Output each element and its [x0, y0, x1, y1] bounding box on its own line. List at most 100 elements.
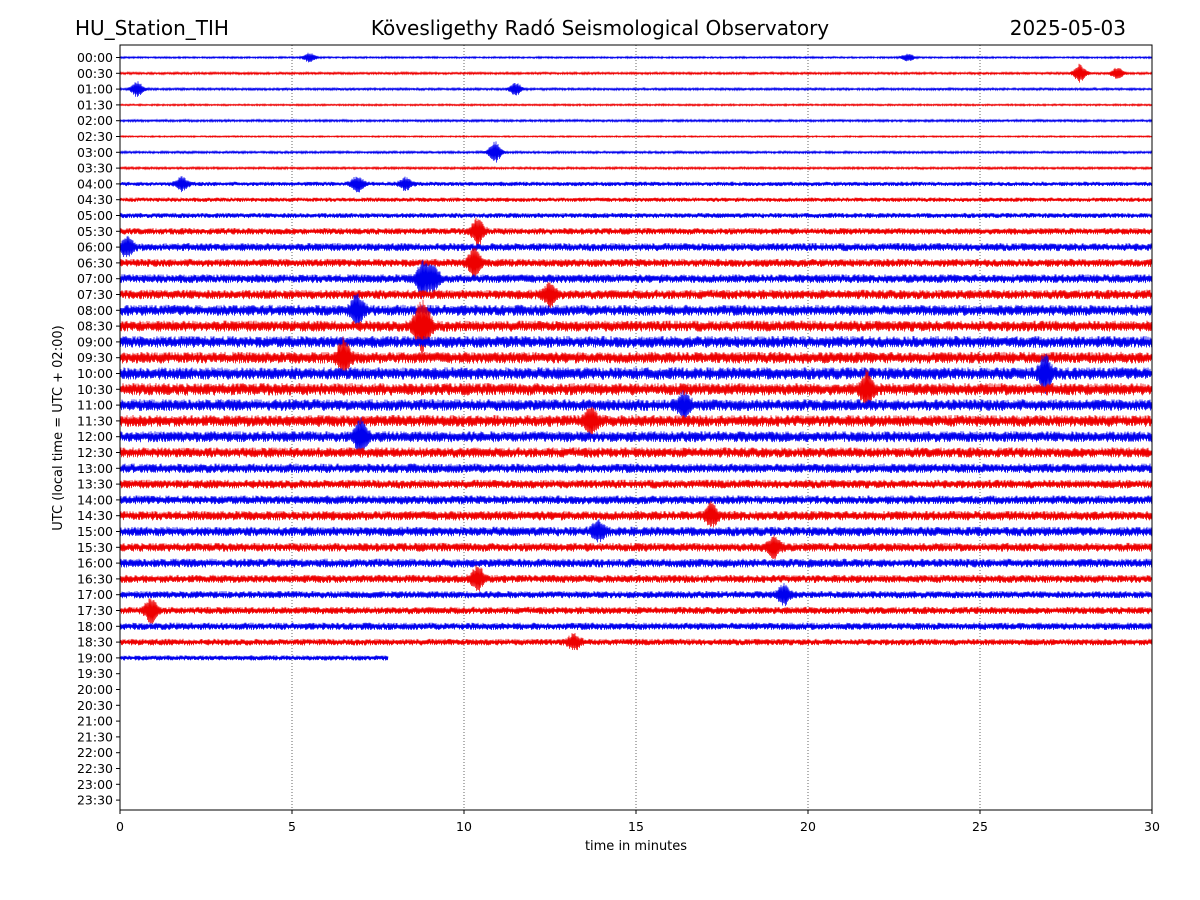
grid-lines	[291, 45, 981, 810]
x-tick-label: 30	[1144, 819, 1160, 834]
trace-1300	[119, 463, 1153, 474]
trace-1130	[119, 406, 1153, 437]
trace-0400	[119, 176, 1153, 193]
y-tick-label: 06:00	[77, 240, 113, 255]
y-tick-label: 00:00	[77, 50, 113, 65]
y-axis-label: UTC (local time = UTC + 02:00)	[51, 325, 66, 530]
station-name: HU_Station_TIH	[75, 16, 229, 40]
y-tick-label: 04:00	[77, 176, 113, 191]
trace-1500	[119, 519, 1153, 543]
y-tick-label: 10:00	[77, 366, 113, 381]
trace-1830	[119, 633, 1153, 651]
trace-0000	[119, 52, 1153, 63]
y-tick-label: 20:00	[77, 682, 113, 697]
y-tick-label: 20:30	[77, 698, 113, 713]
x-tick-label: 5	[288, 819, 296, 834]
x-tick-label: 15	[628, 819, 644, 834]
y-tick-label: 05:30	[77, 224, 113, 239]
x-tick-label: 0	[116, 819, 124, 834]
y-tick-label: 00:30	[77, 66, 113, 81]
trace-0700	[119, 259, 1153, 299]
y-tick-label: 03:00	[77, 145, 113, 160]
trace-0630	[119, 247, 1153, 280]
trace-1900	[119, 655, 389, 661]
trace-0300	[119, 141, 1153, 163]
y-tick-label: 01:30	[77, 97, 113, 112]
y-tick-label: 01:00	[77, 82, 113, 97]
y-tick-label: 23:00	[77, 777, 113, 792]
trace-1000	[119, 353, 1153, 394]
trace-1230	[119, 447, 1153, 458]
y-tick-label: 23:30	[77, 793, 113, 808]
y-tick-label: 22:30	[77, 761, 113, 776]
trace-0100	[119, 81, 1153, 97]
y-tick-label: 12:00	[77, 429, 113, 444]
x-axis-ticks: 0 5 10 15 20 25 30	[116, 810, 1160, 834]
x-tick-label: 10	[456, 819, 472, 834]
trace-1100	[119, 390, 1153, 421]
y-tick-label: 16:30	[77, 571, 113, 586]
trace-1730	[119, 598, 1153, 625]
trace-0500	[119, 212, 1153, 219]
trace-1030	[119, 369, 1153, 408]
trace-1630	[119, 565, 1153, 592]
y-tick-label: 14:00	[77, 492, 113, 507]
y-tick-label: 11:00	[77, 398, 113, 413]
trace-1530	[119, 535, 1153, 559]
x-axis-label: time in minutes	[585, 839, 687, 854]
trace-0030	[119, 63, 1153, 83]
trace-1600	[119, 558, 1153, 568]
y-tick-label: 13:30	[77, 477, 113, 492]
y-tick-label: 19:00	[77, 650, 113, 665]
y-tick-label: 17:00	[77, 587, 113, 602]
trace-0130	[119, 102, 1153, 108]
seismic-traces	[119, 52, 1153, 661]
y-tick-label: 10:30	[77, 382, 113, 397]
trace-1200	[119, 417, 1153, 454]
y-tick-label: 09:30	[77, 350, 113, 365]
trace-1330	[119, 479, 1153, 489]
x-tick-label: 20	[800, 819, 816, 834]
y-tick-label: 06:30	[77, 255, 113, 270]
y-tick-label: 21:00	[77, 714, 113, 729]
trace-0830	[119, 299, 1153, 354]
y-axis-ticks: 00:0000:3001:0001:3002:0002:3003:0003:30…	[77, 50, 120, 808]
chart-title: Kövesligethy Radó Seismological Observat…	[370, 16, 830, 40]
trace-0730	[119, 281, 1153, 309]
trace-1400	[119, 495, 1153, 505]
y-tick-label: 15:30	[77, 540, 113, 555]
y-tick-label: 22:00	[77, 745, 113, 760]
y-tick-label: 19:30	[77, 666, 113, 681]
y-tick-label: 13:00	[77, 461, 113, 476]
trace-1700	[119, 583, 1153, 607]
trace-0430	[119, 197, 1153, 203]
chart-date: 2025-05-03	[1009, 16, 1126, 40]
trace-0330	[119, 165, 1153, 171]
y-tick-label: 15:00	[77, 524, 113, 539]
y-tick-label: 02:30	[77, 129, 113, 144]
trace-0530	[119, 217, 1153, 247]
trace-0200	[119, 118, 1153, 124]
x-tick-label: 25	[972, 819, 988, 834]
y-tick-label: 02:00	[77, 113, 113, 128]
y-tick-label: 08:30	[77, 319, 113, 334]
y-tick-label: 05:00	[77, 208, 113, 223]
y-tick-label: 18:00	[77, 619, 113, 634]
y-tick-label: 07:00	[77, 271, 113, 286]
y-tick-label: 16:00	[77, 556, 113, 571]
y-tick-label: 04:30	[77, 192, 113, 207]
y-tick-label: 21:30	[77, 729, 113, 744]
trace-0800	[119, 293, 1153, 329]
y-tick-label: 18:30	[77, 635, 113, 650]
y-tick-label: 07:30	[77, 287, 113, 302]
y-tick-label: 11:30	[77, 413, 113, 428]
y-tick-label: 17:30	[77, 603, 113, 618]
trace-0600	[119, 235, 1153, 258]
y-tick-label: 14:30	[77, 508, 113, 523]
trace-0930	[119, 336, 1153, 376]
trace-1430	[119, 501, 1153, 528]
y-tick-label: 03:30	[77, 161, 113, 176]
trace-0230	[119, 134, 1153, 139]
y-tick-label: 09:00	[77, 334, 113, 349]
